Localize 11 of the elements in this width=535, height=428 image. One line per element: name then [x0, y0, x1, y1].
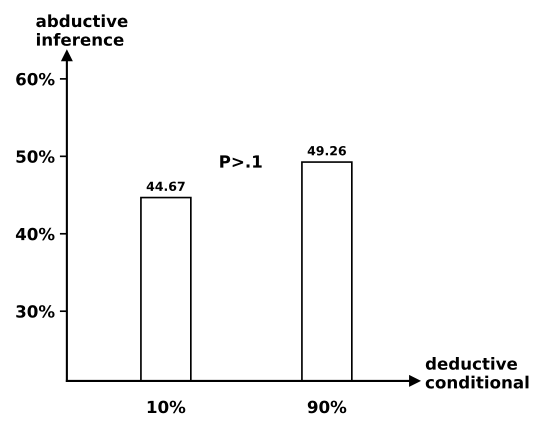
y-tick-label: 40% — [16, 228, 55, 240]
y-tick-label: 60% — [16, 72, 55, 86]
data-label: 44.67 — [146, 182, 185, 192]
annotation: P>.1 — [220, 155, 262, 168]
x-axis-title: deductive conditional — [426, 357, 528, 389]
y-tick-label: 30% — [16, 305, 55, 318]
x-tick-label: 90% — [308, 400, 346, 414]
data-label: 49.26 — [308, 146, 346, 156]
x-tick-label: 10% — [148, 400, 186, 414]
y-tick-label: 50% — [16, 150, 55, 163]
y-axis-title: abductive inference — [36, 14, 128, 46]
